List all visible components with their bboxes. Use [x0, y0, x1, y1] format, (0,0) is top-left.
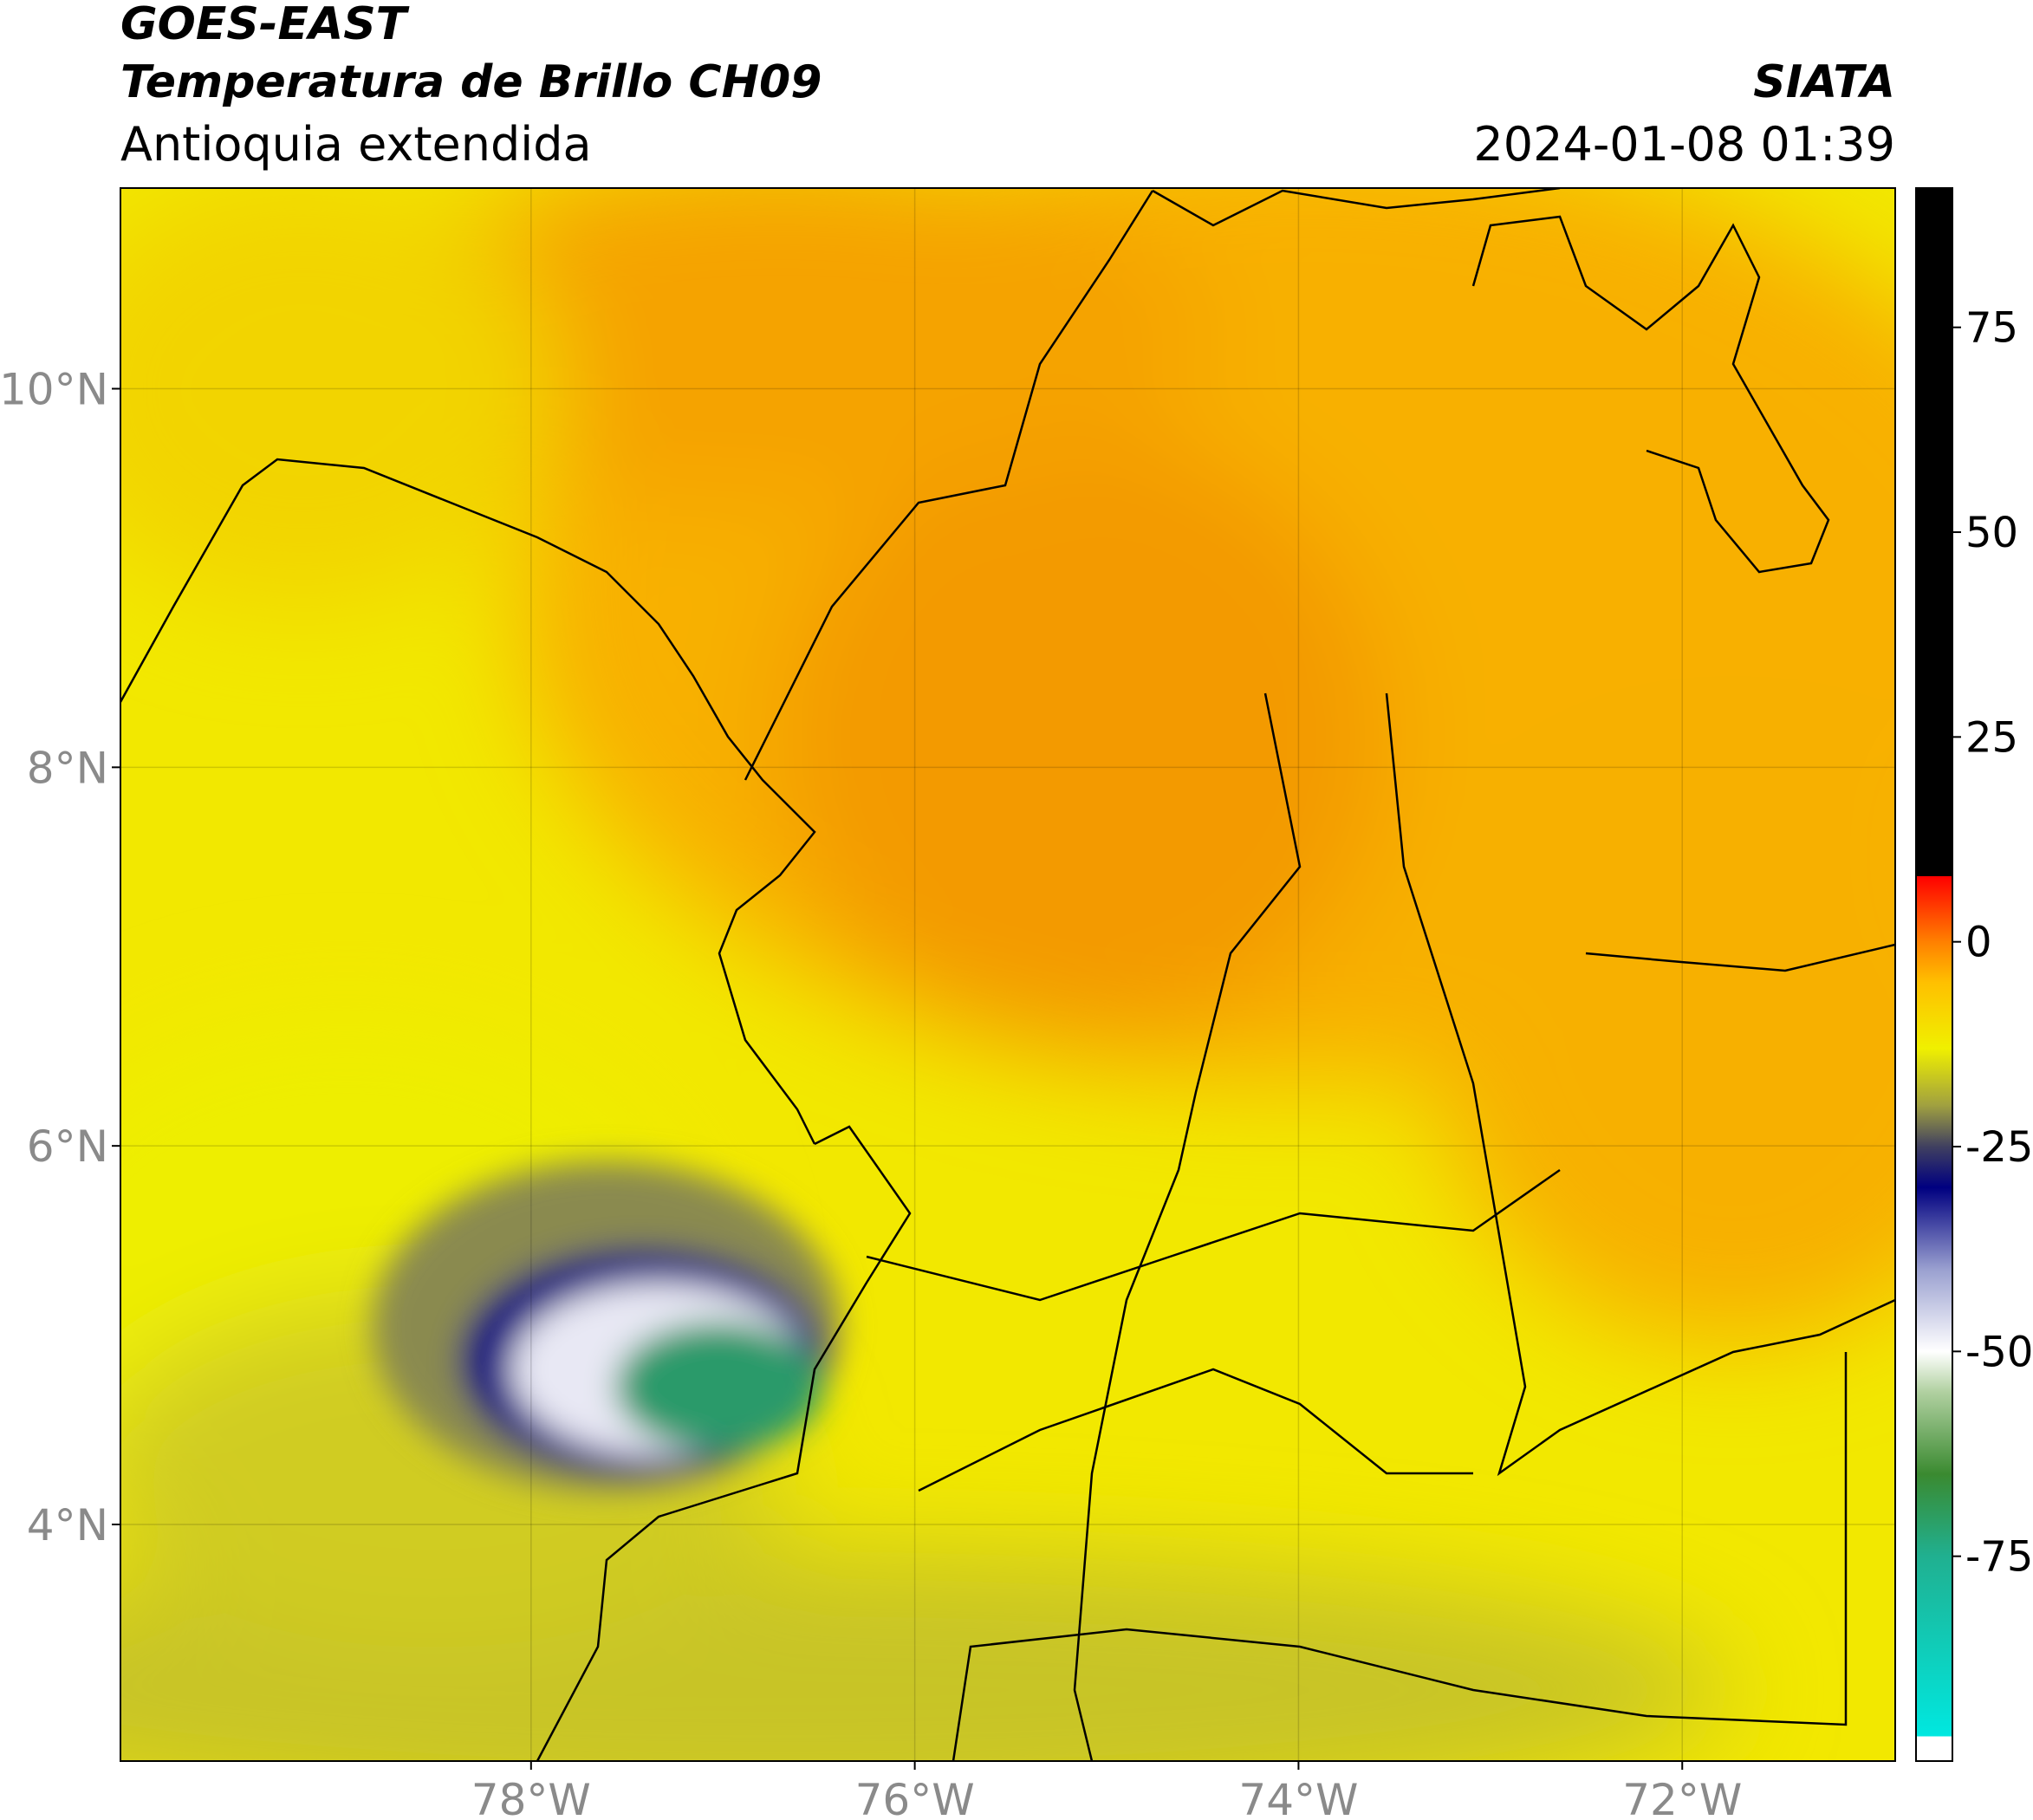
x-tick-label: 76°W [855, 1775, 975, 1820]
y-tick-label: 10°N [0, 365, 108, 415]
source: SIATA [1753, 56, 1895, 108]
colorbar-tick-label: -50 [1965, 1328, 2033, 1376]
y-tick-label: 8°N [27, 743, 108, 793]
colorbar-tick-label: -25 [1965, 1123, 2033, 1172]
x-tick-label: 74°W [1238, 1775, 1358, 1820]
colorbar [1915, 187, 1953, 1762]
title: GOES-EAST [120, 0, 410, 50]
colorbar-tick-label: 0 [1965, 919, 1992, 967]
colorbar-tick-label: 50 [1965, 509, 2018, 557]
x-tick-label: 78°W [471, 1775, 591, 1820]
y-tick-label: 6°N [27, 1121, 108, 1172]
subtitle: Temperatura de Brillo CH09 [120, 56, 822, 108]
x-tick-label: 72°W [1622, 1775, 1742, 1820]
datetime: 2024-01-08 01:39 [1473, 117, 1895, 172]
map-image [120, 188, 1895, 1761]
colorbar-tick-label: 75 [1965, 304, 2018, 353]
colorbar-tick-label: 25 [1965, 713, 2018, 762]
y-tick-label: 4°N [27, 1500, 108, 1550]
colorbar-tick-label: -75 [1965, 1533, 2033, 1582]
region: Antioquia extendida [120, 117, 592, 172]
map-frame [120, 187, 1896, 1762]
